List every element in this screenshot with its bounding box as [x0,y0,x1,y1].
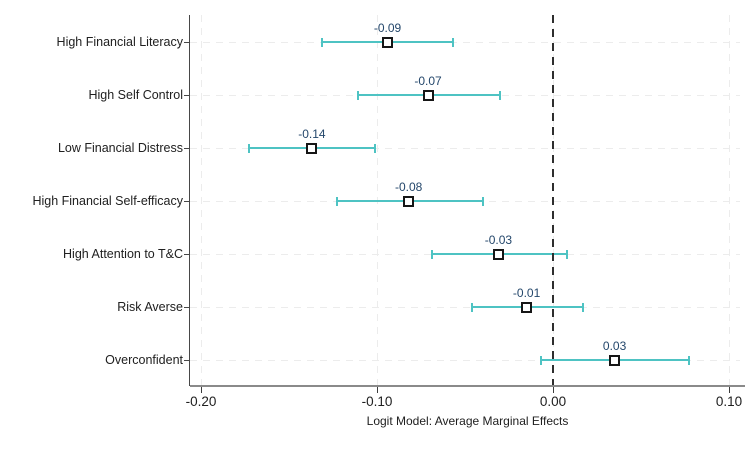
plot-area: -0.09 -0.07 -0.14 -0.08 -0.03 -0.01 0.03 [190,15,745,385]
grid-line-horizontal [190,148,740,149]
x-axis-tick [729,387,730,393]
ci-cap-right [581,303,584,312]
category-label: High Attention to T&C [63,247,183,261]
y-axis-line [189,15,190,386]
zero-reference-line [552,15,554,385]
estimate-marker [306,142,318,154]
x-axis-tick [201,387,202,393]
category-label: Low Financial Distress [57,141,183,155]
ci-cap-left [430,250,433,259]
x-axis-tick [377,387,378,393]
y-axis-tick [184,148,190,149]
y-axis-tick [184,254,190,255]
y-axis-tick [184,307,190,308]
grid-line-horizontal [190,360,740,361]
estimate-marker [403,195,415,207]
ci-cap-left [335,197,338,206]
estimate-marker [382,36,394,48]
y-axis-tick [184,360,190,361]
ci-cap-right [499,91,502,100]
x-tick-label: 0.00 [539,394,567,409]
estimate-marker [492,248,504,260]
estimate-value-label: -0.08 [394,180,423,194]
grid-line-vertical [201,15,202,385]
estimate-value-label: -0.09 [373,21,402,35]
ci-cap-right [687,356,690,365]
estimate-value-label: -0.03 [484,233,513,247]
estimate-marker [609,354,621,366]
ci-cap-left [356,91,359,100]
estimate-value-label: -0.14 [298,127,326,141]
ci-cap-left [471,303,474,312]
category-label: Risk Averse [117,300,183,314]
ci-cap-right [451,38,454,47]
ci-cap-left [539,356,542,365]
category-label: High Self Control [88,88,184,102]
estimate-marker [422,89,434,101]
x-axis-line [190,385,745,387]
ci-cap-right [374,144,377,153]
x-axis-tick [553,387,554,393]
x-tick-label: 0.10 [715,394,743,409]
estimate-marker [521,301,533,313]
estimate-value-label: 0.03 [602,339,627,353]
ci-cap-right [566,250,569,259]
ci-cap-left [321,38,324,47]
category-label: High Financial Literacy [56,35,183,49]
y-axis-tick [184,201,190,202]
estimate-value-label: -0.07 [414,74,442,88]
ci-cap-left [247,144,250,153]
category-label: Overconfident [105,353,183,367]
x-axis-title: Logit Model: Average Marginal Effects [366,414,569,428]
grid-line-horizontal [190,42,740,43]
category-label: High Financial Self-efficacy [32,194,183,208]
estimate-value-label: -0.01 [512,286,541,300]
grid-line-horizontal [190,307,740,308]
x-tick-label: -0.10 [361,394,393,409]
x-tick-label: -0.20 [185,394,217,409]
ci-cap-right [481,197,484,206]
y-axis-tick [184,42,190,43]
grid-line-vertical [729,15,730,385]
y-axis-tick [184,95,190,96]
